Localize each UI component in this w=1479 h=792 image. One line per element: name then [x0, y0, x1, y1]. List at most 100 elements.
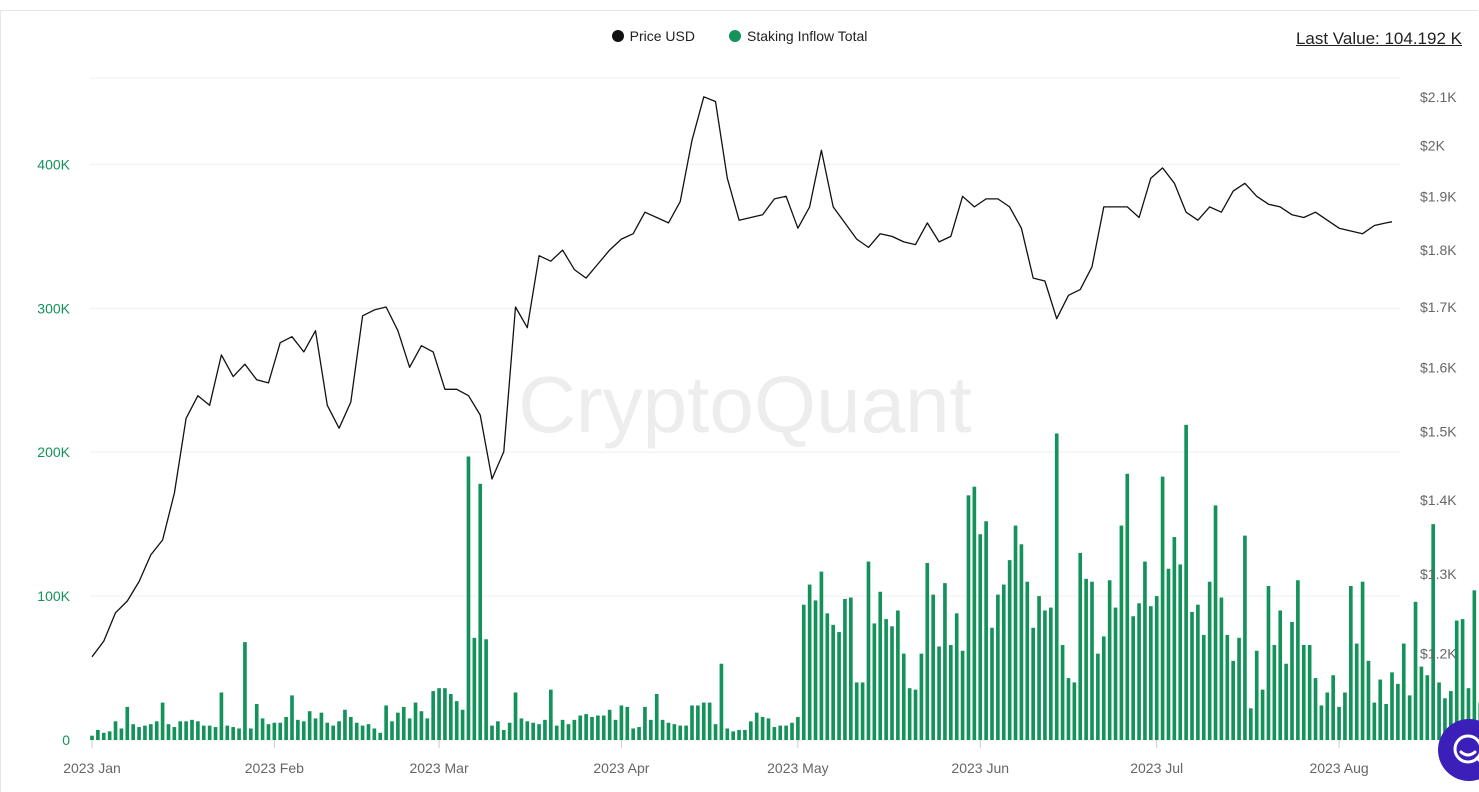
- inflow-bar: [1207, 581, 1212, 740]
- x-axis-tick-label: 2023 Jan: [63, 760, 121, 776]
- inflow-bar: [496, 721, 500, 740]
- inflow-bar: [984, 521, 988, 740]
- inflow-bar: [1384, 704, 1388, 740]
- inflow-bar: [837, 632, 841, 740]
- inflow-bar: [290, 695, 294, 740]
- inflow-bar: [337, 721, 341, 740]
- inflow-bar: [1125, 473, 1130, 740]
- inflow-bar: [1149, 606, 1153, 740]
- inflow-bar: [1301, 645, 1306, 740]
- inflow-bar: [972, 486, 977, 740]
- inflow-bar: [1243, 535, 1247, 740]
- inflow-bar: [731, 731, 735, 740]
- inflow-bar: [1266, 586, 1271, 740]
- inflow-bar: [507, 722, 512, 740]
- inflow-bar: [831, 624, 835, 740]
- inflow-bar: [737, 729, 741, 740]
- chat-icon: [1453, 734, 1479, 764]
- inflow-bar: [1237, 637, 1241, 740]
- legend-item-inflow[interactable]: Staking Inflow Total: [728, 28, 868, 44]
- right-axis-tick-label: $1.7K: [1420, 299, 1457, 315]
- inflow-bar: [813, 600, 818, 740]
- inflow-bar: [372, 728, 377, 740]
- inflow-bar: [196, 721, 200, 740]
- inflow-bar: [413, 702, 418, 740]
- inflow-bar: [213, 727, 218, 740]
- inflow-bar: [1443, 698, 1447, 740]
- inflow-bar: [131, 724, 135, 740]
- inflow-bar: [390, 721, 394, 740]
- right-axis-tick-label: $1.2K: [1420, 645, 1457, 661]
- inflow-bar: [1096, 653, 1100, 740]
- inflow-bar: [854, 682, 859, 740]
- left-axis-tick-label: 300K: [37, 300, 70, 316]
- inflow-bar: [549, 689, 553, 740]
- legend-item-price[interactable]: Price USD: [611, 28, 695, 44]
- inflow-bar: [313, 718, 318, 740]
- inflow-bar: [1060, 645, 1065, 740]
- x-axis-tick-label: 2023 Feb: [245, 760, 304, 776]
- inflow-bar: [843, 598, 847, 740]
- inflow-bar: [1337, 706, 1341, 740]
- inflow-bar: [125, 706, 130, 740]
- x-axis-tick-label: 2023 Apr: [593, 760, 649, 776]
- inflow-bar: [1331, 675, 1335, 740]
- inflow-bar: [1213, 505, 1218, 740]
- price-line: [91, 96, 1393, 658]
- inflow-bar: [1072, 682, 1077, 740]
- left-axis-tick-label: 100K: [37, 588, 70, 604]
- inflow-bar: [866, 561, 871, 740]
- inflow-bar: [1084, 578, 1088, 740]
- inflow-bar: [884, 619, 888, 740]
- inflow-bar: [1225, 634, 1230, 740]
- inflow-bar: [743, 729, 747, 740]
- x-axis-tick-label: 2023 May: [767, 760, 828, 776]
- inflow-bar: [990, 627, 994, 740]
- inflow-bar: [172, 727, 177, 740]
- inflow-bar: [966, 495, 971, 740]
- inflow-bar: [1007, 560, 1012, 740]
- inflow-bar: [1119, 525, 1124, 740]
- inflow-bar: [1231, 660, 1235, 740]
- inflow-bar: [1166, 568, 1171, 740]
- chart-legend: Price USD Staking Inflow Total: [0, 28, 1479, 44]
- inflow-legend-label: Staking Inflow Total: [746, 28, 868, 44]
- inflow-bar: [937, 646, 941, 740]
- inflow-bar: [1284, 663, 1288, 740]
- inflow-bar: [1413, 601, 1418, 740]
- inflow-bar: [1190, 611, 1194, 740]
- inflow-bar: [566, 724, 571, 740]
- inflow-bar: [949, 645, 953, 740]
- inflow-bar: [1390, 672, 1394, 740]
- inflow-bar: [401, 706, 406, 740]
- inflow-bar: [1313, 678, 1318, 740]
- inflow-bar: [407, 718, 412, 740]
- inflow-bar: [1431, 524, 1435, 740]
- inflow-bar: [690, 705, 694, 740]
- inflow-bar: [537, 724, 541, 740]
- inflow-bar: [307, 711, 312, 740]
- inflow-bar: [1425, 675, 1430, 740]
- inflow-bar: [678, 725, 683, 740]
- inflow-bar: [749, 721, 753, 740]
- inflow-bar: [360, 725, 365, 740]
- inflow-bar: [719, 663, 724, 740]
- inflow-bar: [784, 725, 788, 740]
- inflow-bar: [1160, 476, 1165, 740]
- inflow-bar: [1101, 636, 1106, 740]
- inflow-bar: [1254, 650, 1259, 740]
- inflow-bar: [384, 705, 388, 740]
- inflow-bar: [543, 719, 547, 740]
- inflow-bar: [484, 639, 488, 740]
- inflow-bar: [178, 721, 183, 740]
- inflow-bar: [778, 725, 783, 740]
- inflow-bar: [154, 721, 159, 740]
- inflow-bar: [1396, 683, 1400, 740]
- inflow-bar: [266, 724, 271, 740]
- inflow-bar: [237, 728, 241, 740]
- price-legend-dot: [611, 30, 624, 42]
- inflow-bar: [1184, 424, 1188, 740]
- last-value-link[interactable]: Last Value: 104.192 K: [1295, 29, 1462, 48]
- inflow-bar: [160, 702, 165, 740]
